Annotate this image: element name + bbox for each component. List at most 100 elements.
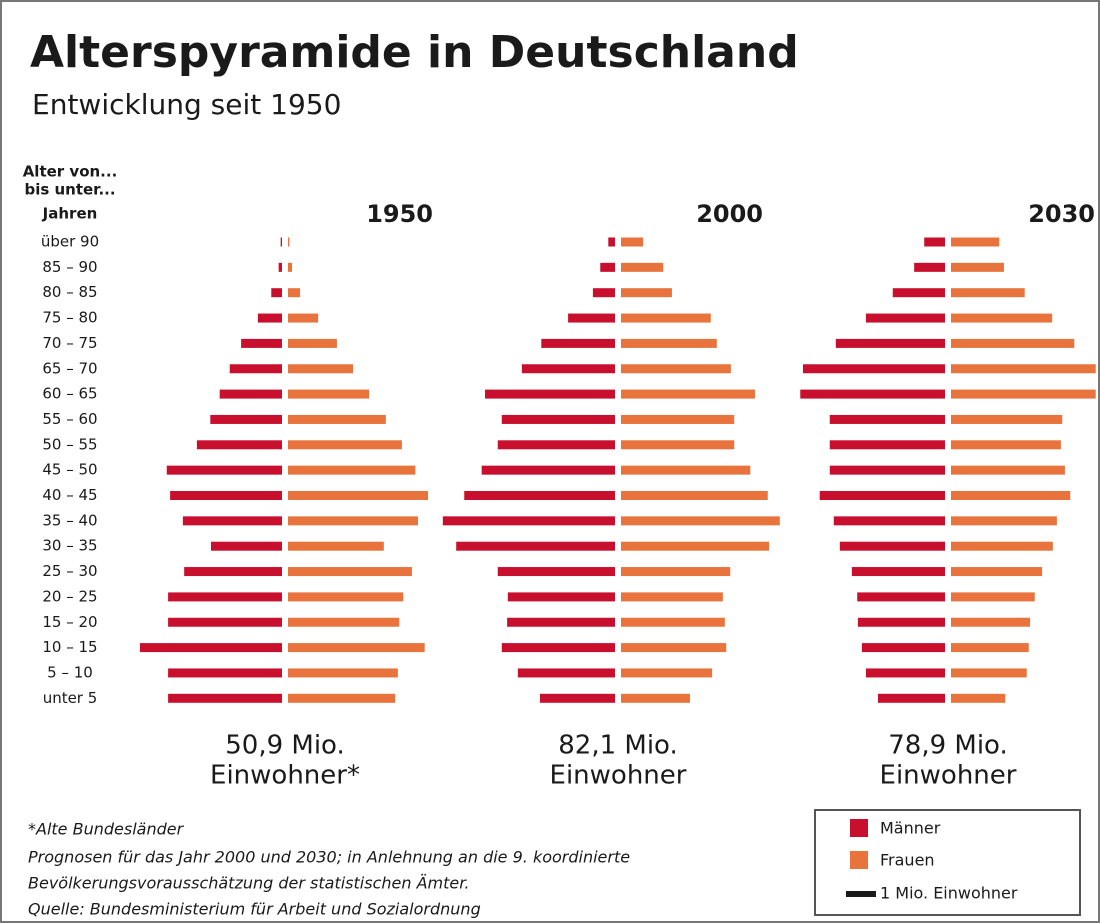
y-axis-label: bis unter... <box>24 181 115 199</box>
bar-women <box>288 643 425 652</box>
bar-men <box>168 694 282 703</box>
panel-total-note: Einwohner* <box>210 761 360 791</box>
age-label: 30 – 35 <box>42 537 97 555</box>
legend-label: Männer <box>880 819 941 838</box>
panel-total: 82,1 Mio. <box>558 731 678 761</box>
bar-women <box>621 668 712 677</box>
panel-total-note: Einwohner <box>550 761 687 791</box>
bar-men <box>820 491 945 500</box>
bar-men <box>834 516 945 525</box>
bar-men <box>608 238 615 247</box>
footnote: Prognosen für das Jahr 2000 und 2030; in… <box>28 848 630 867</box>
bar-men <box>830 466 945 475</box>
bar-women <box>288 516 418 525</box>
bar-women <box>288 339 337 348</box>
bar-men <box>258 314 282 323</box>
bar-men <box>914 263 945 272</box>
bar-women <box>951 491 1070 500</box>
footnote: Quelle: Bundesministerium für Arbeit und… <box>28 900 481 919</box>
bar-men <box>840 542 945 551</box>
bar-men <box>271 288 282 297</box>
age-label: 10 – 15 <box>42 638 97 656</box>
age-label: 65 – 70 <box>42 359 97 377</box>
bar-men <box>498 440 615 449</box>
bar-women <box>288 466 415 475</box>
bar-men <box>281 238 282 247</box>
bar-men <box>593 288 615 297</box>
bar-men <box>241 339 282 348</box>
age-label: 80 – 85 <box>42 283 97 301</box>
age-label: 40 – 45 <box>42 486 97 504</box>
bar-women <box>288 668 398 677</box>
bar-men <box>197 440 282 449</box>
panel-title: 1950 <box>366 200 433 228</box>
bar-men <box>862 643 945 652</box>
chart-subtitle: Entwicklung seit 1950 <box>32 88 341 121</box>
panel-total: 78,9 Mio. <box>888 731 1008 761</box>
bar-women <box>951 415 1062 424</box>
bar-men <box>866 668 945 677</box>
bar-men <box>502 415 615 424</box>
bar-women <box>621 491 768 500</box>
bar-women <box>951 542 1053 551</box>
bar-men <box>830 440 945 449</box>
age-label: 60 – 65 <box>42 385 97 403</box>
scale-bar <box>846 891 876 897</box>
bar-men <box>540 694 615 703</box>
bar-women <box>951 339 1074 348</box>
age-label: 85 – 90 <box>42 258 97 276</box>
bar-women <box>621 643 726 652</box>
bar-men <box>210 415 282 424</box>
bar-men <box>184 567 282 576</box>
bar-women <box>288 592 403 601</box>
bar-women <box>951 390 1096 399</box>
bar-women <box>288 491 428 500</box>
bar-women <box>621 567 730 576</box>
bar-men <box>502 643 615 652</box>
footnote: *Alte Bundesländer <box>28 820 185 839</box>
bar-men <box>852 567 945 576</box>
bar-men <box>878 694 945 703</box>
bar-women <box>951 238 999 247</box>
bar-men <box>836 339 945 348</box>
bar-women <box>621 694 690 703</box>
bar-men <box>485 390 615 399</box>
bar-men <box>803 364 945 373</box>
age-label: 55 – 60 <box>42 410 97 428</box>
bar-women <box>951 592 1035 601</box>
bar-men <box>168 668 282 677</box>
bar-women <box>621 238 643 247</box>
bar-women <box>621 339 717 348</box>
age-label: 70 – 75 <box>42 334 97 352</box>
age-label: 15 – 20 <box>42 613 97 631</box>
chart: Alterspyramide in Deutschland Entwicklun… <box>0 0 1100 923</box>
bar-women <box>621 364 731 373</box>
bar-women <box>951 263 1004 272</box>
bar-men <box>568 314 615 323</box>
bar-men <box>600 263 615 272</box>
bar-women <box>288 567 412 576</box>
bar-men <box>518 668 615 677</box>
bar-men <box>167 466 282 475</box>
bar-men <box>800 390 945 399</box>
legend-label: Frauen <box>880 851 935 870</box>
footnote: Bevölkerungsvorausschätzung der statisti… <box>28 874 469 893</box>
bar-women <box>288 263 292 272</box>
bar-women <box>951 440 1061 449</box>
bar-men <box>456 542 615 551</box>
bar-women <box>951 466 1065 475</box>
bar-men <box>858 618 945 627</box>
bar-women <box>288 542 384 551</box>
bar-men <box>230 364 282 373</box>
bar-men <box>893 288 945 297</box>
bar-women <box>621 516 780 525</box>
bar-women <box>951 694 1005 703</box>
bar-women <box>288 440 402 449</box>
bar-women <box>621 542 769 551</box>
bar-women <box>951 516 1057 525</box>
chart-title: Alterspyramide in Deutschland <box>30 27 799 78</box>
bar-women <box>951 567 1042 576</box>
bar-men <box>866 314 945 323</box>
age-label: 25 – 30 <box>42 562 97 580</box>
bar-women <box>621 415 734 424</box>
